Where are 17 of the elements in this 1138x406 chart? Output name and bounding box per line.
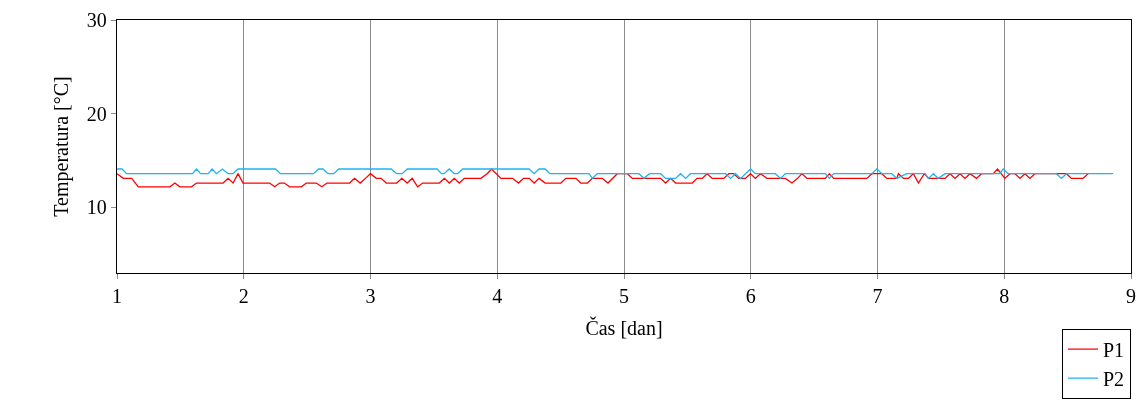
x-tick-label: 2 bbox=[238, 285, 249, 308]
y-tick-label: 10 bbox=[86, 196, 107, 219]
x-tick-label: 4 bbox=[492, 285, 503, 308]
y-tick-label: 20 bbox=[86, 102, 107, 125]
x-tick-label: 8 bbox=[999, 285, 1010, 308]
x-tick-label: 9 bbox=[1126, 285, 1136, 308]
x-tick-label: 1 bbox=[112, 285, 122, 308]
x-tick-label: 6 bbox=[745, 285, 756, 308]
x-tick-label: 5 bbox=[619, 285, 629, 308]
x-axis-title: Čas [dan] bbox=[585, 315, 663, 339]
legend-label: P1 bbox=[1103, 338, 1125, 361]
legend-label: P2 bbox=[1103, 367, 1125, 390]
x-tick-label: 7 bbox=[872, 285, 883, 308]
y-axis-title: Temperatura [°C] bbox=[50, 76, 74, 217]
y-tick-label: 30 bbox=[86, 9, 107, 31]
x-tick-label: 3 bbox=[365, 285, 376, 308]
line-series bbox=[117, 168, 1089, 188]
